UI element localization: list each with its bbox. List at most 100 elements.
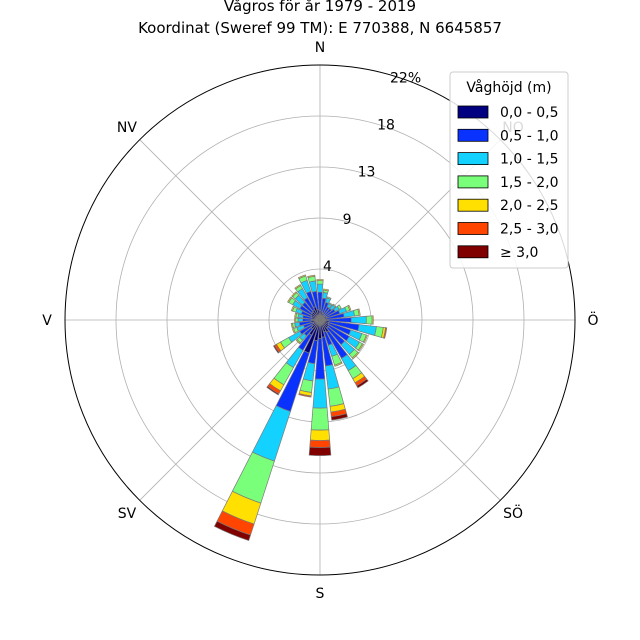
bar-segment <box>347 304 352 311</box>
legend-label: 0,0 - 0,5 <box>500 105 558 121</box>
sector-bar <box>319 319 343 367</box>
sector-bar <box>295 319 321 345</box>
grid-ring <box>115 115 525 525</box>
chart-subtitle: Koordinat (Sweref 99 TM): E 770388, N 66… <box>138 19 502 37</box>
direction-label: SV <box>118 506 137 522</box>
spoke-line <box>139 319 321 501</box>
bar-segment <box>307 274 316 279</box>
bar-segment <box>356 378 369 389</box>
bar-segment <box>297 274 307 280</box>
legend-swatch <box>457 222 489 235</box>
bar-segment <box>357 308 361 316</box>
bar-segment <box>213 520 251 542</box>
sector-bar <box>294 312 321 321</box>
direction-label: V <box>42 313 52 329</box>
sector-bar <box>319 319 348 421</box>
sector-bar <box>319 302 333 321</box>
radial-tick-label: 22% <box>390 70 421 86</box>
bar-segment <box>336 304 342 310</box>
sector-bar <box>319 296 332 321</box>
bar-segment <box>316 280 324 285</box>
legend-label: 1,0 - 1,5 <box>500 152 558 168</box>
bar-segment <box>290 322 294 329</box>
legend: Våghöjd (m) 0,0 - 0,5 0,5 - 1,0 1,0 - 1,5 1,… <box>449 71 569 269</box>
bar-segment <box>310 407 330 431</box>
outer-ring <box>64 64 576 576</box>
legend-label: 2,5 - 3,0 <box>500 222 558 238</box>
bar-segment <box>297 317 304 323</box>
sector-bar <box>308 319 332 456</box>
bar-segment <box>334 361 343 367</box>
sector-bar <box>266 319 321 396</box>
legend-swatch <box>457 175 489 189</box>
sector-bar <box>319 288 329 321</box>
bar-segment <box>272 344 280 354</box>
direction-label: SÖ <box>503 504 523 522</box>
bar-segment <box>294 284 302 290</box>
sector-bar <box>319 304 342 321</box>
direction-label: Ö <box>587 311 598 329</box>
bar-segment <box>332 303 337 308</box>
legend-box <box>449 71 569 269</box>
legend-label: 2,0 - 2,5 <box>500 198 558 214</box>
legend-title: Våghöjd (m) <box>466 79 551 96</box>
sector-bar <box>290 319 321 329</box>
grid-ring <box>166 166 474 474</box>
legend-swatch <box>457 198 489 212</box>
legend-swatch <box>457 152 489 166</box>
direction-label: NV <box>117 120 137 136</box>
bar-segment <box>266 385 280 396</box>
bar-segment <box>323 288 329 292</box>
sector-bar <box>291 291 321 321</box>
sector-bar <box>272 319 321 354</box>
bar-segment <box>330 413 348 421</box>
sector-bar <box>213 319 321 542</box>
sector-bar <box>319 315 374 325</box>
sector-bar <box>290 305 321 321</box>
sector-bar <box>298 319 321 398</box>
legend-label: ≥ 3,0 <box>500 245 538 261</box>
bar-segment <box>371 315 374 325</box>
bar-segment <box>294 312 298 318</box>
legend-label: 1,5 - 2,0 <box>500 175 558 191</box>
sector-bar <box>294 317 321 323</box>
sector-bar <box>307 274 321 321</box>
sector-bar <box>291 319 321 334</box>
bar-segment <box>328 302 333 306</box>
sector-bar <box>319 304 352 321</box>
radial-tick-labels: 4 9 13 18 22% <box>323 70 421 274</box>
bar-segment <box>312 378 328 409</box>
sector-bar <box>319 319 388 339</box>
bar-segment <box>251 405 291 462</box>
sector-bar <box>316 279 324 321</box>
bar-segment <box>298 393 312 398</box>
bar-segment <box>309 439 331 448</box>
bar-segment <box>294 317 297 323</box>
bar-segment <box>287 296 293 303</box>
bar-segment <box>309 429 331 441</box>
bar-segment <box>357 343 365 352</box>
bar-segment <box>326 296 332 300</box>
direction-label: N <box>315 40 325 56</box>
radial-tick-label: 13 <box>358 165 376 181</box>
bar-segment <box>383 327 388 339</box>
spoke-line <box>139 139 321 321</box>
sector-bar <box>319 319 369 389</box>
bar-segment <box>308 446 332 456</box>
bar-segment <box>362 334 368 344</box>
direction-label: S <box>316 586 325 602</box>
bar-segment <box>327 386 345 407</box>
legend-swatch <box>457 105 489 119</box>
bar-segment <box>291 328 296 334</box>
bar-segment <box>295 339 301 345</box>
bar-segment <box>316 279 324 282</box>
bar-segment <box>290 305 295 312</box>
radial-tick-label: 9 <box>343 212 352 228</box>
chart-title: Vågros för år 1979 - 2019 <box>223 0 417 15</box>
legend-swatch <box>457 128 489 142</box>
radial-tick-label: 18 <box>377 118 395 134</box>
rose-bars <box>213 274 388 542</box>
bar-segment <box>350 315 367 325</box>
sector-bar <box>297 274 321 321</box>
legend-label: 0,5 - 1,0 <box>500 128 558 144</box>
